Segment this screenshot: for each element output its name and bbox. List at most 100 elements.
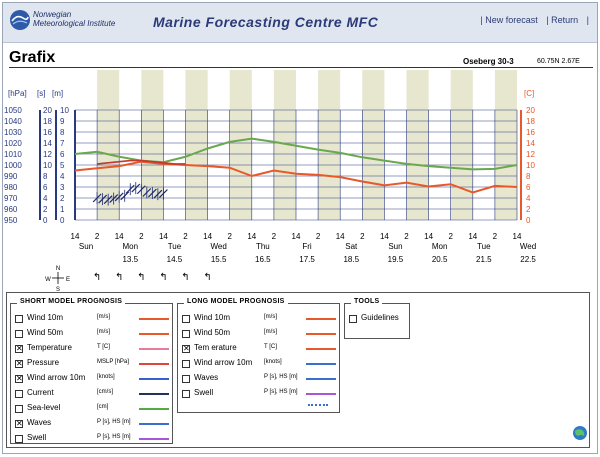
institute-name: Norwegian Meteorological Institute [33,10,115,28]
long-model-option-row: Wind 50m [m/s] [178,327,339,341]
short-model-option-row: ✕ Pressure MSLP [hPa] [11,357,172,371]
new-forecast-link[interactable]: | New forecast [480,15,538,25]
s-tick-label: 2 [43,205,48,214]
current-arrow-icon: ↰ [159,272,167,283]
long-model-option-color-swatch [306,378,336,380]
m-tick-label: 1 [60,205,65,214]
hour-tick-label: 2 [360,232,365,241]
hour-tick-label: 2 [183,232,188,241]
hpa-axis-label: [hPa] [8,89,27,98]
long-model-option-row: ✕ Tem erature T [C] [178,342,339,356]
date-label: 14.5 [167,255,183,264]
tools-title: TOOLS [351,298,383,305]
hour-tick-label: 14 [159,232,168,241]
date-label: 16.5 [255,255,271,264]
hour-tick-label: 14 [336,232,345,241]
hour-tick-label: 14 [380,232,389,241]
compass-n: N [56,266,60,272]
short-model-option-label: Sea-level [27,403,61,412]
long-model-option-color-swatch [306,318,336,320]
short-model-option-label: Temperature [27,343,72,352]
short-model-option-row: ✕ Waves P [s], HS [m] [11,417,172,431]
long-model-option-unit: [knots] [264,359,282,365]
compass-e: E [66,277,70,283]
s-tick-label: 12 [43,150,52,159]
forecast-chart[interactable]: [hPa] [s] [m] [C]10501040103010201010100099… [0,66,600,292]
long-model-option-unit: T [C] [264,344,277,350]
long-model-option-label: Waves [194,373,219,382]
m-tick-label: 4 [60,172,65,181]
c-tick-label: 2 [526,205,531,214]
hpa-tick-label: 1010 [4,150,22,159]
short-model-option-row: Wind 50m [m/s] [11,327,172,341]
hour-tick-label: 14 [292,232,301,241]
night-band [229,70,252,220]
short-model-option-checkbox[interactable] [15,330,23,338]
hour-tick-label: 2 [227,232,232,241]
long-model-option-checkbox[interactable] [182,375,190,383]
long-model-option-color-swatch [306,333,336,335]
c-tick-label: 8 [526,172,531,181]
short-model-option-label: Current [27,388,54,397]
short-model-option-checkbox[interactable] [15,390,23,398]
day-label: Sun [388,242,402,251]
hour-tick-label: 2 [316,232,321,241]
hpa-tick-label: 1000 [4,161,22,170]
tools-option-label: Guidelines [361,313,399,322]
s-tick-label: 0 [43,216,48,225]
hpa-tick-label: 1040 [4,117,22,126]
long-model-option-checkbox[interactable] [182,390,190,398]
night-band [318,70,341,220]
short-model-option-label: Waves [27,418,52,427]
c-axis-label: [C] [524,89,534,98]
tools-panel: TOOLS Guidelines [344,298,410,339]
header-bar: Norwegian Meteorological Institute Marin… [3,3,597,43]
c-tick-label: 16 [526,128,535,137]
long-model-option-checkbox[interactable]: ✕ [182,344,190,353]
hour-tick-label: 2 [493,232,498,241]
return-link[interactable]: | Return [546,15,579,25]
current-arrow-icon: ↰ [181,272,189,283]
m-tick-label: 7 [60,139,65,148]
s-tick-label: 4 [43,194,48,203]
long-model-option-checkbox[interactable] [182,360,190,368]
m-tick-label: 5 [60,161,65,170]
short-model-option-color-swatch [139,363,169,365]
long-model-option-checkbox[interactable] [182,330,190,338]
hour-tick-label: 2 [448,232,453,241]
m-axis-label: [m] [52,89,63,98]
hpa-tick-label: 950 [4,216,18,225]
short-model-option-color-swatch [139,318,169,320]
short-model-option-color-swatch [139,438,169,440]
options-outline [6,292,590,448]
long-model-option-row: Waves P [s], HS [m] [178,372,339,386]
tools-option-checkbox[interactable] [349,315,357,323]
day-label: Wed [520,242,536,251]
short-model-option-unit: [knots] [97,374,115,380]
short-model-option-color-swatch [139,423,169,425]
short-model-option-checkbox[interactable] [15,405,23,413]
long-model-option-label: Tem erature [194,343,237,352]
institute-line-1: Norwegian [33,10,72,19]
short-model-option-checkbox[interactable]: ✕ [15,359,23,368]
short-model-option-checkbox[interactable]: ✕ [15,419,23,428]
short-model-option-checkbox[interactable] [15,435,23,443]
long-model-option-unit: P [s], HS [m] [264,389,298,395]
c-tick-label: 10 [526,161,535,170]
long-model-option-color-swatch [306,363,336,365]
page-title: Grafix [9,49,56,66]
short-model-panel: SHORT MODEL PROGNOSIS Wind 10m [m/s] Wind … [10,298,173,444]
date-label: 18.5 [343,255,359,264]
day-label: Tue [477,242,491,251]
hour-tick-label: 14 [468,232,477,241]
hour-tick-label: 14 [247,232,256,241]
hour-tick-label: 2 [404,232,409,241]
short-model-option-checkbox[interactable]: ✕ [15,374,23,383]
day-label: Sat [345,242,358,251]
long-model-option-row: Swell P [s], HS [m] [178,387,339,401]
short-model-option-checkbox[interactable] [15,315,23,323]
long-model-option-label: Wind 10m [194,313,231,322]
long-model-option-color-swatch [306,393,336,395]
short-model-option-checkbox[interactable]: ✕ [15,344,23,353]
long-model-option-checkbox[interactable] [182,315,190,323]
